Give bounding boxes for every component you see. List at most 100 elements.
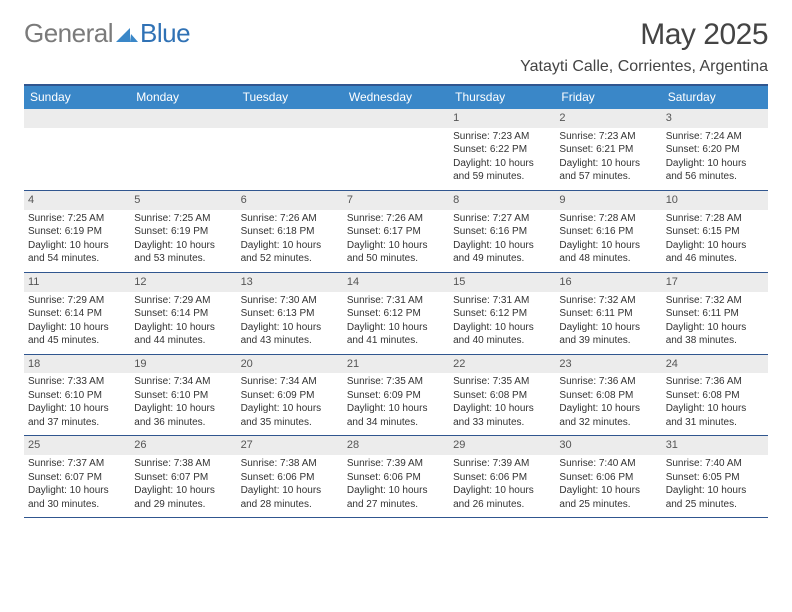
- dow-saturday: Saturday: [662, 86, 768, 109]
- day-cell: 29Sunrise: 7:39 AMSunset: 6:06 PMDayligh…: [449, 436, 555, 517]
- day-of-week-row: Sunday Monday Tuesday Wednesday Thursday…: [24, 86, 768, 109]
- week-row: 4Sunrise: 7:25 AMSunset: 6:19 PMDaylight…: [24, 191, 768, 273]
- day-cell: 19Sunrise: 7:34 AMSunset: 6:10 PMDayligh…: [130, 355, 236, 436]
- dow-tuesday: Tuesday: [237, 86, 343, 109]
- day-number: 27: [237, 436, 343, 455]
- daylight-text: Daylight: 10 hours: [347, 484, 445, 498]
- sunset-text: Sunset: 6:08 PM: [559, 389, 657, 403]
- day-number: 4: [24, 191, 130, 210]
- daylight-text: Daylight: 10 hours: [666, 321, 764, 335]
- sunset-text: Sunset: 6:06 PM: [241, 471, 339, 485]
- week-row: 18Sunrise: 7:33 AMSunset: 6:10 PM Dayligh…: [24, 355, 768, 437]
- day-number: 10: [662, 191, 768, 210]
- sunset-text: Sunset: 6:09 PM: [347, 389, 445, 403]
- day-cell: 27Sunrise: 7:38 AMSunset: 6:06 PMDayligh…: [237, 436, 343, 517]
- sunrise-text: Sunrise: 7:25 AM: [28, 212, 126, 226]
- day-number: 1: [449, 109, 555, 128]
- location-text: Yatayti Calle, Corrientes, Argentina: [520, 58, 768, 76]
- day-body: Sunrise: 7:30 AMSunset: 6:13 PMDaylight:…: [237, 292, 343, 354]
- day-body: Sunrise: 7:32 AMSunset: 6:11 PMDaylight:…: [555, 292, 661, 354]
- daylight-text: Daylight: 10 hours: [134, 239, 232, 253]
- daylight-text: and 29 minutes.: [134, 498, 232, 512]
- daylight-text: Daylight: 10 hours: [134, 402, 232, 416]
- day-number: 12: [130, 273, 236, 292]
- sunrise-text: Sunrise: 7:28 AM: [666, 212, 764, 226]
- day-cell: 24Sunrise: 7:36 AMSunset: 6:08 PMDayligh…: [662, 355, 768, 436]
- day-cell: .: [130, 109, 236, 190]
- day-cell: 13Sunrise: 7:30 AMSunset: 6:13 PMDayligh…: [237, 273, 343, 354]
- day-cell: 21Sunrise: 7:35 AMSunset: 6:09 PMDayligh…: [343, 355, 449, 436]
- day-number: 8: [449, 191, 555, 210]
- daylight-text: Daylight: 10 hours: [453, 239, 551, 253]
- daylight-text: Daylight: 10 hours: [666, 402, 764, 416]
- day-number: 9: [555, 191, 661, 210]
- sunset-text: Sunset: 6:14 PM: [28, 307, 126, 321]
- sunset-text: Sunset: 6:13 PM: [241, 307, 339, 321]
- day-cell: .: [237, 109, 343, 190]
- sunset-text: Sunset: 6:19 PM: [134, 225, 232, 239]
- sunset-text: Sunset: 6:11 PM: [559, 307, 657, 321]
- sunrise-text: Sunrise: 7:35 AM: [453, 375, 551, 389]
- daylight-text: Daylight: 10 hours: [453, 484, 551, 498]
- sunset-text: Sunset: 6:10 PM: [28, 389, 126, 403]
- daylight-text: Daylight: 10 hours: [241, 484, 339, 498]
- day-body: Sunrise: 7:23 AMSunset: 6:22 PMDaylight:…: [449, 128, 555, 190]
- daylight-text: and 56 minutes.: [666, 170, 764, 184]
- sunset-text: Sunset: 6:06 PM: [559, 471, 657, 485]
- daylight-text: and 25 minutes.: [559, 498, 657, 512]
- day-number: 14: [343, 273, 449, 292]
- day-number: 18: [24, 355, 130, 374]
- sunrise-text: Sunrise: 7:26 AM: [347, 212, 445, 226]
- day-body: Sunrise: 7:37 AMSunset: 6:07 PMDaylight:…: [24, 455, 130, 517]
- daylight-text: and 26 minutes.: [453, 498, 551, 512]
- sunrise-text: Sunrise: 7:34 AM: [134, 375, 232, 389]
- day-body: [24, 128, 130, 136]
- sunset-text: Sunset: 6:22 PM: [453, 143, 551, 157]
- day-cell: 31Sunrise: 7:40 AMSunset: 6:05 PMDayligh…: [662, 436, 768, 517]
- daylight-text: Daylight: 10 hours: [347, 402, 445, 416]
- day-body: Sunrise: 7:36 AMSunset: 6:08 PMDaylight:…: [662, 373, 768, 435]
- day-number: .: [24, 109, 130, 128]
- sunrise-text: Sunrise: 7:33 AM: [28, 375, 126, 389]
- sunset-text: Sunset: 6:09 PM: [241, 389, 339, 403]
- sunset-text: Sunset: 6:16 PM: [559, 225, 657, 239]
- daylight-text: Daylight: 10 hours: [241, 321, 339, 335]
- day-number: 24: [662, 355, 768, 374]
- day-body: Sunrise: 7:40 AMSunset: 6:05 PMDaylight:…: [662, 455, 768, 517]
- day-cell: .: [24, 109, 130, 190]
- day-body: Sunrise: 7:36 AMSunset: 6:08 PMDaylight:…: [555, 373, 661, 435]
- daylight-text: and 43 minutes.: [241, 334, 339, 348]
- day-body: Sunrise: 7:27 AMSunset: 6:16 PMDaylight:…: [449, 210, 555, 272]
- sunrise-text: Sunrise: 7:29 AM: [28, 294, 126, 308]
- day-number: 21: [343, 355, 449, 374]
- page-header: General Blue May 2025 Yatayti Calle, Cor…: [24, 18, 768, 76]
- sunset-text: Sunset: 6:19 PM: [28, 225, 126, 239]
- week-row: 25Sunrise: 7:37 AMSunset: 6:07 PMDayligh…: [24, 436, 768, 518]
- logo-triangle-icon: [116, 18, 138, 49]
- day-cell: 14Sunrise: 7:31 AMSunset: 6:12 PMDayligh…: [343, 273, 449, 354]
- day-cell: 20Sunrise: 7:34 AMSunset: 6:09 PMDayligh…: [237, 355, 343, 436]
- day-cell: 30Sunrise: 7:40 AMSunset: 6:06 PMDayligh…: [555, 436, 661, 517]
- daylight-text: Daylight: 10 hours: [134, 321, 232, 335]
- dow-thursday: Thursday: [449, 86, 555, 109]
- day-number: 30: [555, 436, 661, 455]
- day-cell: 25Sunrise: 7:37 AMSunset: 6:07 PMDayligh…: [24, 436, 130, 517]
- day-number: 26: [130, 436, 236, 455]
- day-number: 15: [449, 273, 555, 292]
- day-number: 23: [555, 355, 661, 374]
- daylight-text: and 28 minutes.: [241, 498, 339, 512]
- sunset-text: Sunset: 6:08 PM: [666, 389, 764, 403]
- day-number: 7: [343, 191, 449, 210]
- daylight-text: Daylight: 10 hours: [559, 321, 657, 335]
- day-cell: 8Sunrise: 7:27 AMSunset: 6:16 PMDaylight…: [449, 191, 555, 272]
- day-body: Sunrise: 7:28 AMSunset: 6:16 PMDaylight:…: [555, 210, 661, 272]
- day-cell: 5Sunrise: 7:25 AMSunset: 6:19 PMDaylight…: [130, 191, 236, 272]
- daylight-text: and 33 minutes.: [453, 416, 551, 430]
- day-number: .: [130, 109, 236, 128]
- daylight-text: and 52 minutes.: [241, 252, 339, 266]
- day-cell: 28Sunrise: 7:39 AMSunset: 6:06 PMDayligh…: [343, 436, 449, 517]
- sunset-text: Sunset: 6:07 PM: [134, 471, 232, 485]
- sunrise-text: Sunrise: 7:37 AM: [28, 457, 126, 471]
- sunset-text: Sunset: 6:21 PM: [559, 143, 657, 157]
- daylight-text: and 30 minutes.: [28, 498, 126, 512]
